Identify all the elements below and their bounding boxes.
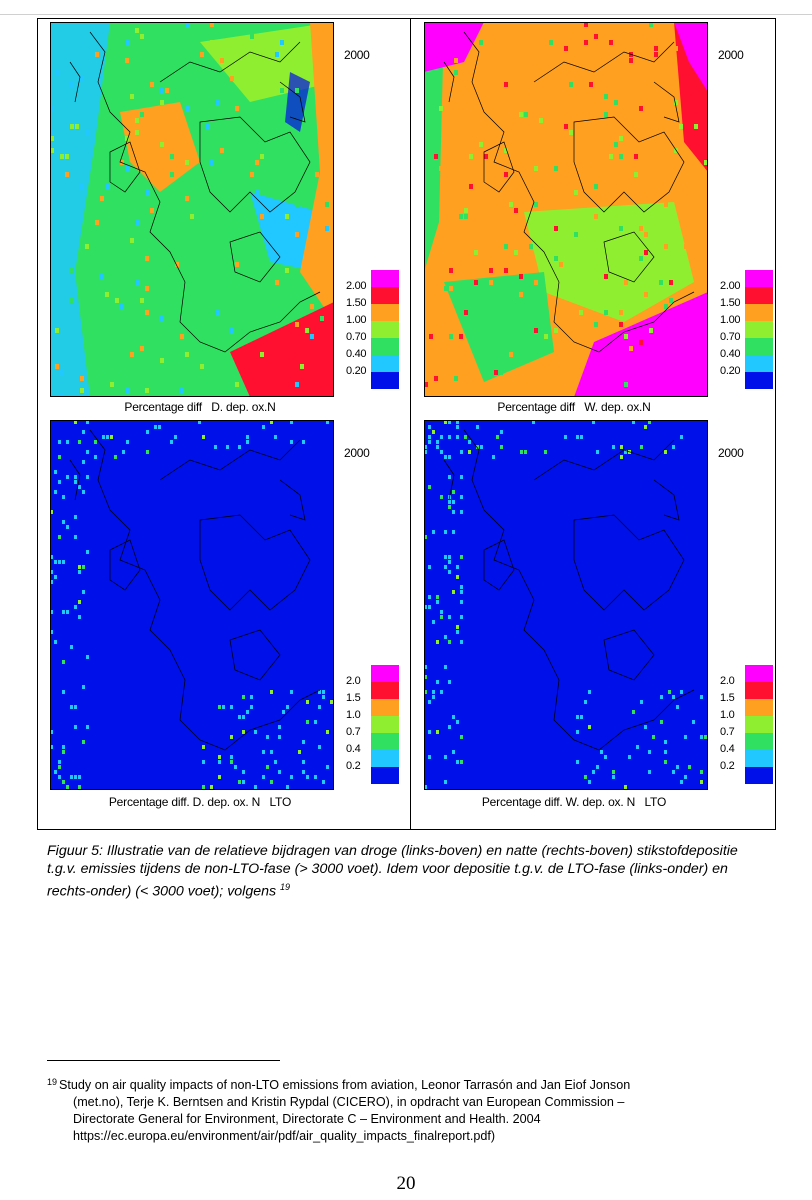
map-dry-deposition [50,22,334,397]
page-number: 20 [396,1173,416,1194]
figure-divider [410,18,411,830]
legend-swatch [371,372,399,389]
legend-swatch [745,767,773,784]
legend-tick-label: 1.5 [720,692,735,704]
legend-tick-label: 2.0 [720,675,735,687]
panel-caption: Percentage diff. W. dep. ox. N LTO [481,795,667,809]
legend-tick-label: 1.00 [346,314,367,326]
legend-tick-label: 1.00 [720,314,741,326]
legend-swatch [745,372,773,389]
footnote: 19 Study on air quality impacts of non-L… [47,1077,737,1145]
panel-caption: Percentage diff D. dep. ox.N [124,400,276,414]
footnote-line: https://ec.europa.eu/environment/air/pdf… [73,1129,496,1143]
map-wet-deposition [424,22,708,397]
legend-tick-label: 0.40 [346,348,367,360]
legend-swatch [371,665,399,682]
color-legend: 2.00 1.50 1.00 0.70 0.40 0.20 [346,270,416,390]
deposition-map [424,22,708,397]
legend-swatch [371,338,399,355]
legend-tick-label: 1.50 [720,297,741,309]
legend-swatch [371,716,399,733]
map-wet-deposition-lto [424,420,708,790]
legend-tick-label: 1.50 [346,297,367,309]
legend-swatch [371,699,399,716]
legend-tick-label: 0.2 [346,760,361,772]
legend-tick-label: 0.7 [720,726,735,738]
figure-frame [37,18,776,830]
legend-swatch [371,733,399,750]
figure-caption: Figuur 5: Illustratie van de relatieve b… [47,842,769,901]
legend-swatch [745,287,773,304]
footnote-ref: 19 [280,882,291,892]
legend-swatch [745,355,773,372]
panel-caption: Percentage diff W. dep. ox.N [497,400,651,414]
panel-caption: Percentage diff. D. dep. ox. N LTO [108,795,292,809]
legend-swatch [745,321,773,338]
deposition-map [424,420,708,790]
panel-dry-deposition-non-lto: 2000 2.00 1.50 1.00 0.70 0.40 0.20 Percentage… [50,22,402,422]
legend-swatch [371,304,399,321]
color-legend: 2.00 1.50 1.00 0.70 0.40 0.20 [720,270,790,390]
legend-swatch [745,304,773,321]
legend-swatch [745,338,773,355]
legend-tick-label: 1.0 [346,709,361,721]
deposition-map [50,22,334,397]
page-top-rule [0,0,812,15]
footnote-line: (met.no), Terje K. Berntsen and Kristin … [73,1095,625,1109]
legend-swatch [745,270,773,287]
legend-tick-label: 2.00 [346,280,367,292]
year-label: 2000 [718,48,744,62]
legend-tick-label: 0.40 [720,348,741,360]
year-label: 2000 [344,446,370,460]
legend-tick-label: 0.4 [720,743,735,755]
year-label: 2000 [344,48,370,62]
legend-tick-label: 0.4 [346,743,361,755]
deposition-map [50,420,334,790]
legend-swatch [371,750,399,767]
legend-swatch [371,321,399,338]
color-legend: 2.0 1.5 1.0 0.7 0.4 0.2 [346,665,416,785]
footnote-line: Study on air quality impacts of non-LTO … [59,1078,631,1092]
legend-swatch [371,767,399,784]
panel-wet-deposition-non-lto: 2000 2.00 1.50 1.00 0.70 0.40 0.20 Percentage… [424,22,776,422]
legend-tick-label: 2.0 [346,675,361,687]
legend-swatch [745,682,773,699]
footnote-number: 19 [47,1077,58,1087]
legend-swatch [745,733,773,750]
legend-tick-label: 1.5 [346,692,361,704]
legend-swatch [371,287,399,304]
legend-swatch [745,665,773,682]
legend-swatch [371,682,399,699]
legend-tick-label: 1.0 [720,709,735,721]
legend-tick-label: 0.7 [346,726,361,738]
figure-caption-text: Figuur 5: Illustratie van de relatieve b… [47,843,738,900]
panel-dry-deposition-lto: 2000 2.0 1.5 1.0 0.7 0.4 0.2 Percentage diff.… [50,420,402,820]
legend-swatch [745,699,773,716]
legend-swatch [371,355,399,372]
legend-tick-label: 0.70 [720,331,741,343]
footnote-line: Directorate General for Environment, Dir… [73,1112,541,1126]
legend-swatch [745,750,773,767]
year-label: 2000 [718,446,744,460]
legend-tick-label: 0.70 [346,331,367,343]
legend-swatch [745,716,773,733]
legend-swatch [371,270,399,287]
panel-wet-deposition-lto: 2000 2.0 1.5 1.0 0.7 0.4 0.2 Percentage diff.… [424,420,776,820]
map-dry-deposition-lto [50,420,334,790]
legend-tick-label: 2.00 [720,280,741,292]
legend-tick-label: 0.20 [346,365,367,377]
footnote-rule [47,1060,280,1061]
legend-tick-label: 0.20 [720,365,741,377]
color-legend: 2.0 1.5 1.0 0.7 0.4 0.2 [720,665,790,785]
legend-tick-label: 0.2 [720,760,735,772]
